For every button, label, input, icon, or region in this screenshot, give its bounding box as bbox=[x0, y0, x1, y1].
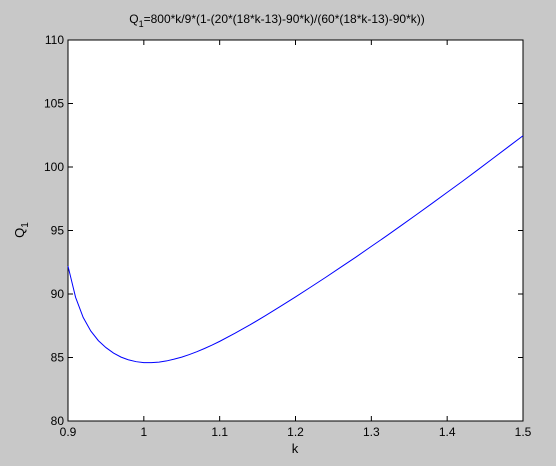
x-tick-label: 1.2 bbox=[287, 425, 304, 439]
y-axis-label: Q1 bbox=[12, 222, 31, 238]
axis-tick-labels: 0.9 1 1.1 1.2 1.3 1.4 1.5 80 85 90 95 100 105 110 bbox=[44, 33, 532, 439]
chart-title-expression: =800*k/9*(1-(20*(18*k-13)-90*k)/(60*(18*… bbox=[144, 12, 425, 26]
x-tick-label: 1.4 bbox=[439, 425, 456, 439]
y-tick-label: 85 bbox=[51, 351, 65, 365]
y-tick-label: 90 bbox=[51, 287, 65, 301]
x-axis-label: k bbox=[292, 441, 299, 456]
plot-area bbox=[67, 39, 524, 422]
x-tick-label: 1.3 bbox=[363, 425, 380, 439]
y-tick-label: 100 bbox=[44, 160, 64, 174]
y-tick-label: 80 bbox=[51, 414, 65, 428]
x-tick-label: 0.9 bbox=[60, 425, 77, 439]
y-axis-label-subscript: 1 bbox=[20, 222, 31, 228]
y-tick-label: 105 bbox=[44, 97, 64, 111]
series-line bbox=[67, 135, 524, 364]
y-tick-label: 110 bbox=[45, 33, 64, 47]
axis-ticks bbox=[67, 39, 524, 422]
x-tick-label: 1.5 bbox=[515, 425, 532, 439]
chart-title-symbol: Q bbox=[129, 12, 138, 26]
series-layer bbox=[67, 135, 524, 364]
y-tick-label: 95 bbox=[51, 224, 65, 238]
chart-title: Q1=800*k/9*(1-(20*(18*k-13)-90*k)/(60*(1… bbox=[129, 12, 425, 29]
x-tick-label: 1.1 bbox=[211, 425, 228, 439]
y-axis-label-symbol: Q bbox=[12, 228, 27, 238]
x-tick-label: 1 bbox=[140, 425, 147, 439]
chart-title-subscript: 1 bbox=[139, 19, 144, 29]
